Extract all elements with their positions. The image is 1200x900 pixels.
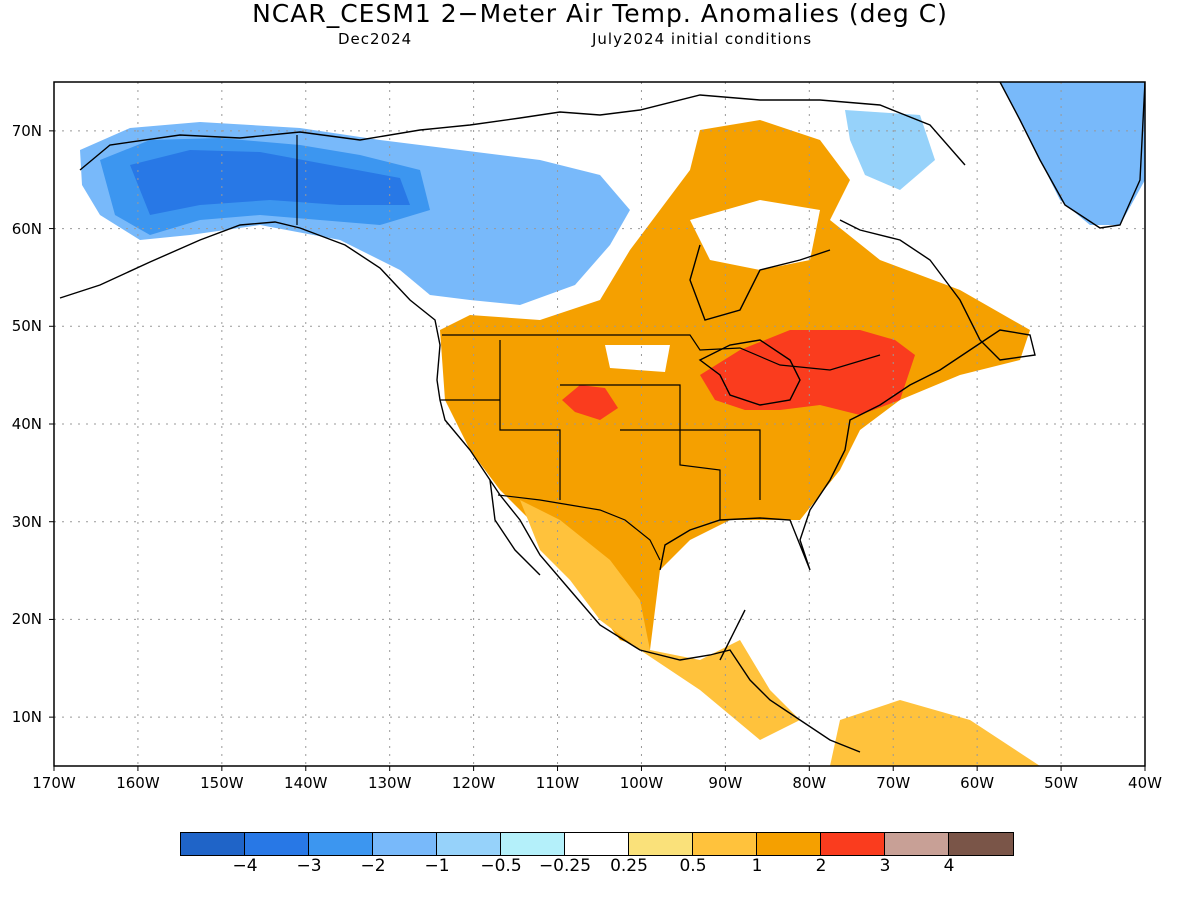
colorbar-swatch: [693, 833, 757, 855]
hot-region-plains: [562, 385, 618, 420]
colorbar: [180, 832, 1014, 856]
lon-label: 50W: [1044, 774, 1079, 792]
colorbar-label: 4: [943, 856, 955, 876]
lon-label: 60W: [960, 774, 995, 792]
axis-ticks: [49, 130, 1146, 771]
neutral-region-prairie: [605, 345, 670, 372]
cold-region-baffin: [845, 110, 935, 190]
lon-label: 80W: [792, 774, 827, 792]
colorbar-swatch: [757, 833, 821, 855]
cold-region-greenland: [1000, 82, 1145, 225]
warm-region-sa: [830, 700, 1040, 766]
colorbar-swatch: [373, 833, 437, 855]
colorbar-label: −3: [296, 856, 322, 876]
colorbar-swatch: [949, 833, 1013, 855]
map-field: [80, 82, 1145, 766]
lon-label: 90W: [708, 774, 743, 792]
colorbar-label: 3: [879, 856, 891, 876]
colorbar-swatch: [565, 833, 629, 855]
colorbar-label: 0.5: [679, 856, 707, 876]
warm-region-mexico-light: [520, 500, 800, 740]
hot-region-northeast: [700, 330, 915, 415]
colorbar-swatch: [437, 833, 501, 855]
lat-label: 50N: [11, 317, 42, 336]
colorbar-label: −2: [360, 856, 386, 876]
lat-label: 30N: [11, 512, 42, 531]
colorbar-swatch: [309, 833, 373, 855]
lon-label: 160W: [116, 774, 160, 792]
coastlines: [59, 82, 1145, 753]
colorbar-swatch: [821, 833, 885, 855]
lon-label: 100W: [619, 774, 664, 792]
borders: [296, 135, 881, 561]
colorbar-swatch: [629, 833, 693, 855]
colorbar-label: −1: [424, 856, 450, 876]
colorbar-label: −4: [232, 856, 258, 876]
initial-conditions: July2024 initial conditions: [592, 30, 813, 48]
lat-label: 70N: [11, 121, 42, 140]
cold-core-deep: [130, 150, 410, 215]
lon-label: 140W: [284, 774, 328, 792]
colorbar-label: −0.25: [538, 856, 592, 876]
lon-label: 170W: [32, 774, 76, 792]
lon-label: 70W: [876, 774, 911, 792]
colorbar-swatch: [501, 833, 565, 855]
colorbar-swatch: [885, 833, 949, 855]
lon-label: 120W: [451, 774, 496, 792]
forecast-month: Dec2024: [338, 30, 413, 48]
colorbar-label: 2: [815, 856, 827, 876]
colorbar-label: 1: [751, 856, 763, 876]
neutral-region-hudson: [690, 200, 820, 270]
map-title: NCAR_CESM1 2−Meter Air Temp. Anomalies (…: [252, 0, 948, 28]
grid-lines: [54, 82, 1145, 766]
colorbar-swatch: [245, 833, 309, 855]
lon-label: 150W: [200, 774, 244, 792]
lon-label: 130W: [367, 774, 412, 792]
lat-label: 10N: [11, 708, 42, 727]
lon-label: 110W: [535, 774, 580, 792]
lat-label: 20N: [11, 610, 42, 629]
lat-label: 60N: [11, 219, 42, 238]
colorbar-swatch: [181, 833, 245, 855]
lat-label: 40N: [11, 415, 42, 433]
colorbar-label: 0.25: [610, 856, 648, 876]
lon-label: 40W: [1128, 774, 1162, 792]
colorbar-label: −0.5: [480, 856, 522, 876]
